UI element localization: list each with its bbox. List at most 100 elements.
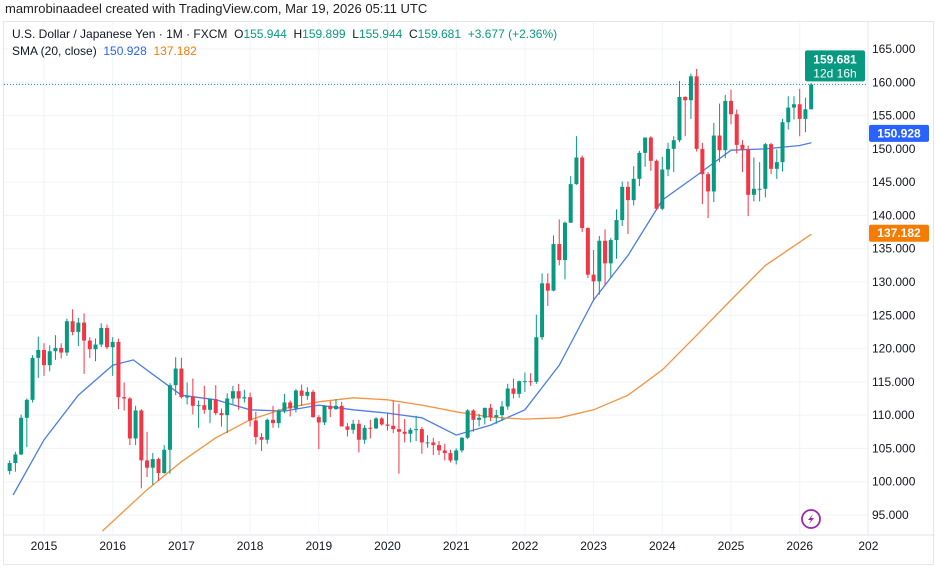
candle: [471, 409, 476, 432]
candle: [339, 401, 344, 427]
close-value: 159.681: [417, 27, 462, 41]
candle: [36, 336, 41, 378]
candle: [122, 382, 127, 411]
candle: [740, 140, 745, 173]
candle: [236, 383, 241, 410]
candle-body: [408, 429, 413, 434]
candle: [293, 389, 298, 413]
high-label: H: [293, 27, 303, 41]
candle: [809, 82, 814, 110]
candle-body: [374, 418, 379, 429]
candle-body: [76, 322, 81, 332]
candle: [87, 337, 92, 358]
candle: [711, 122, 716, 203]
candle-body: [729, 100, 733, 115]
candle: [419, 427, 424, 454]
candle: [185, 382, 190, 405]
candle-body: [339, 405, 344, 427]
candle-body: [803, 109, 808, 119]
candle-body: [311, 391, 316, 418]
candle-body: [248, 397, 253, 421]
candle-body: [104, 327, 109, 348]
low-value: 155.944: [358, 27, 403, 41]
candle-body: [774, 162, 779, 169]
candle: [414, 415, 419, 442]
candle-body: [133, 410, 138, 439]
candle-body: [585, 228, 590, 275]
candle: [677, 80, 682, 143]
sma1-label-text: 150.928: [877, 126, 921, 140]
candle-body: [757, 188, 762, 190]
candle: [259, 433, 264, 452]
candle: [253, 411, 258, 445]
candle: [528, 373, 533, 386]
candle-body: [419, 429, 424, 443]
chart-frame: [3, 21, 934, 565]
candle: [13, 451, 18, 472]
candle-body: [437, 445, 442, 451]
candle: [437, 441, 442, 456]
candle-body: [396, 429, 401, 432]
x-tick-label: 2022: [512, 539, 539, 553]
candle: [666, 142, 671, 177]
candle: [396, 403, 401, 474]
candle: [322, 405, 327, 426]
candle-body: [643, 137, 648, 153]
candle-body: [482, 407, 487, 418]
candle-body: [379, 418, 384, 425]
candle: [156, 457, 161, 482]
candle-body: [660, 169, 665, 209]
candle: [620, 181, 625, 227]
candle-body: [150, 459, 155, 468]
candle: [362, 425, 367, 444]
candle: [299, 384, 304, 406]
grid-lines: [4, 22, 935, 536]
candle-body: [780, 122, 785, 163]
candle: [333, 399, 338, 410]
candle-body: [551, 244, 556, 291]
close-label: C: [408, 27, 418, 41]
candle: [769, 142, 774, 175]
candle: [791, 96, 796, 120]
candle-body: [305, 391, 310, 396]
y-tick-label: 140.000: [872, 208, 916, 222]
candle: [534, 314, 539, 384]
candle: [625, 181, 630, 235]
y-tick-label: 120.000: [872, 342, 916, 356]
candle: [688, 73, 693, 119]
candle-body: [557, 244, 562, 261]
candle-body: [746, 149, 751, 195]
candle-body: [13, 454, 18, 464]
candle: [110, 337, 115, 376]
candle-body: [706, 174, 711, 192]
candle: [454, 448, 459, 465]
y-tick-label: 95.000: [872, 508, 909, 522]
candle-body: [356, 423, 361, 440]
candle: [545, 273, 550, 306]
candle: [311, 389, 316, 418]
price-axis: 95.000 100.000 105.000 110.000 115.000 120.00…: [872, 42, 916, 522]
low-label: L: [352, 27, 359, 41]
candle: [465, 409, 470, 440]
sma-label: SMA (20, close): [12, 44, 97, 58]
chart-legend: U.S. Dollar / Japanese Yen · 1M · FXCM O…: [12, 26, 557, 60]
candle-body: [173, 368, 178, 386]
symbol-legend-row[interactable]: U.S. Dollar / Japanese Yen · 1M · FXCM O…: [12, 26, 557, 43]
candle: [288, 400, 293, 417]
candle: [402, 419, 407, 443]
candle: [24, 398, 29, 448]
x-tick-label: 2018: [237, 539, 264, 553]
candle-body: [145, 460, 150, 468]
candle-body: [620, 186, 625, 221]
candle-body: [797, 104, 802, 119]
candle-body: [87, 340, 92, 350]
sma-legend-row[interactable]: SMA (20, close) 150.928 137.182: [12, 43, 557, 60]
candle-body: [391, 425, 396, 430]
lightning-icon[interactable]: [801, 509, 821, 529]
candle-body: [625, 186, 630, 201]
candle: [585, 227, 590, 279]
y-tick-label: 110.000: [872, 408, 915, 422]
candle-body: [110, 341, 115, 348]
candle: [500, 401, 504, 422]
